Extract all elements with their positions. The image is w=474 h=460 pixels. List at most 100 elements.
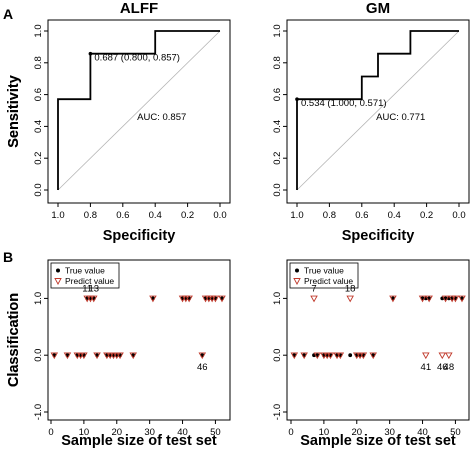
roc-chart-alff: ALFF 1.0 0.8 0.6 0.4 0.2 0.0 0.0 0.2 0.4 0.6 0.8 1.0… bbox=[6, 0, 231, 244]
predict-value-point bbox=[89, 295, 98, 303]
point-annotation: 11 bbox=[82, 283, 92, 294]
predict-value-point bbox=[80, 352, 88, 360]
threshold-point bbox=[295, 97, 299, 102]
reference-diagonal bbox=[296, 30, 460, 191]
y-axis-label: Sensitivity bbox=[6, 75, 22, 148]
x-tick-label: 0.0 bbox=[213, 210, 226, 221]
x-tick-label: 0 bbox=[288, 427, 293, 438]
x-tick-label: 30 bbox=[384, 427, 395, 438]
auc-label: AUC: 0.771 bbox=[376, 112, 425, 123]
panel-label-a: A bbox=[3, 6, 13, 22]
predict-value-point bbox=[441, 295, 450, 303]
predict-value-point bbox=[418, 295, 427, 303]
roc-curve bbox=[296, 30, 459, 190]
x-tick-label: 0.2 bbox=[420, 210, 433, 221]
classification-chart-gm: 0 10 20 30 40 50 -1.0 0.0 1.0 Sample size of test… bbox=[6, 259, 470, 449]
x-tick-label: 20 bbox=[351, 427, 362, 438]
predict-value-point bbox=[185, 295, 193, 303]
y-tick-label: 0.8 bbox=[33, 56, 44, 69]
plot-frame bbox=[286, 19, 470, 204]
x-axis-label: Specificity bbox=[342, 228, 415, 244]
x-tick-label: 0.6 bbox=[355, 210, 368, 221]
point-annotation: 13 bbox=[88, 283, 99, 294]
predict-value-point bbox=[451, 295, 460, 303]
plot-frame bbox=[286, 259, 470, 421]
predict-value-point bbox=[290, 352, 299, 360]
predict-value-point bbox=[359, 352, 368, 360]
predict-value-point bbox=[50, 352, 59, 360]
predict-value-point bbox=[389, 295, 397, 303]
point-annotation: 48 bbox=[444, 362, 455, 373]
predict-value-point bbox=[211, 295, 220, 303]
x-tick-label: 10 bbox=[319, 427, 330, 438]
plot-frame bbox=[47, 259, 231, 421]
x-tick-label: 0 bbox=[48, 427, 53, 438]
x-tick-label: 0.4 bbox=[388, 210, 401, 221]
threshold-label: 0.687 (0.800, 0.857) bbox=[94, 53, 180, 64]
predict-value-point bbox=[346, 295, 354, 303]
x-tick-label: 10 bbox=[79, 427, 90, 438]
point-annotation: 46 bbox=[197, 362, 208, 373]
x-tick-label: 50 bbox=[210, 427, 221, 438]
legend-predict-marker bbox=[293, 278, 301, 285]
auc-label: AUC: 0.857 bbox=[137, 112, 186, 123]
y-axis-label: Sensitivity bbox=[6, 75, 22, 148]
y-tick-label: 0.0 bbox=[272, 349, 283, 362]
true-value-point bbox=[348, 353, 353, 358]
predict-value-point bbox=[116, 352, 124, 360]
x-tick-label: 0.6 bbox=[116, 210, 129, 221]
y-tick-label: 0.0 bbox=[272, 183, 283, 196]
x-tick-label: 30 bbox=[144, 427, 155, 438]
predict-value-point bbox=[198, 352, 207, 360]
legend-predict-marker bbox=[54, 278, 62, 285]
x-tick-label: 40 bbox=[417, 427, 428, 438]
legend-predict-label: Predict value bbox=[65, 276, 114, 286]
y-tick-label: 0.8 bbox=[272, 56, 283, 69]
y-tick-label: 0.0 bbox=[33, 349, 44, 362]
x-axis-label: Specificity bbox=[103, 228, 176, 244]
y-tick-label: 1.0 bbox=[272, 24, 283, 37]
point-annotation: 7 bbox=[311, 283, 316, 294]
x-tick-label: 1.0 bbox=[51, 210, 64, 221]
x-tick-label: 50 bbox=[450, 427, 461, 438]
predict-value-point bbox=[422, 352, 430, 360]
y-tick-label: 0.6 bbox=[33, 88, 44, 101]
x-tick-label: 0.8 bbox=[323, 210, 336, 221]
predict-value-point bbox=[425, 295, 433, 303]
predict-value-point bbox=[369, 352, 377, 360]
chart-title: ALFF bbox=[120, 0, 158, 17]
x-tick-label: 40 bbox=[177, 427, 188, 438]
y-tick-label: 0.0 bbox=[33, 183, 44, 196]
y-tick-label: 1.0 bbox=[272, 292, 283, 305]
predict-value-point bbox=[149, 295, 157, 303]
predict-value-point bbox=[310, 295, 318, 303]
x-tick-label: 0.0 bbox=[452, 210, 465, 221]
x-tick-label: 1.0 bbox=[290, 210, 303, 221]
y-tick-label: 1.0 bbox=[33, 292, 44, 305]
point-annotation: 41 bbox=[421, 362, 432, 373]
predict-value-point bbox=[129, 352, 137, 360]
y-tick-label: -1.0 bbox=[33, 404, 44, 420]
legend-true-label: True value bbox=[304, 266, 344, 276]
threshold-label: 0.534 (1.000, 0.571) bbox=[301, 98, 387, 109]
predict-value-point bbox=[313, 352, 322, 360]
predict-value-point bbox=[300, 352, 308, 360]
reference-diagonal bbox=[57, 30, 221, 191]
point-annotation: 46 bbox=[437, 362, 448, 373]
point-annotation: 18 bbox=[345, 283, 356, 294]
x-axis-label: Sample size of test set bbox=[300, 433, 456, 449]
legend-true-marker bbox=[295, 268, 299, 273]
legend-predict-label: Predict value bbox=[304, 276, 353, 286]
x-tick-label: 0.2 bbox=[181, 210, 194, 221]
legend-box bbox=[289, 262, 359, 289]
plot-frame bbox=[47, 19, 231, 204]
x-axis-label: Sample size of test set bbox=[61, 433, 217, 449]
legend-true-marker bbox=[56, 268, 60, 273]
predict-value-point bbox=[326, 352, 335, 360]
y-tick-label: 1.0 bbox=[33, 24, 44, 37]
y-tick-label: 0.6 bbox=[272, 88, 283, 101]
chart-title: GM bbox=[366, 0, 390, 17]
x-tick-label: 0.8 bbox=[84, 210, 97, 221]
y-tick-label: -1.0 bbox=[272, 404, 283, 420]
